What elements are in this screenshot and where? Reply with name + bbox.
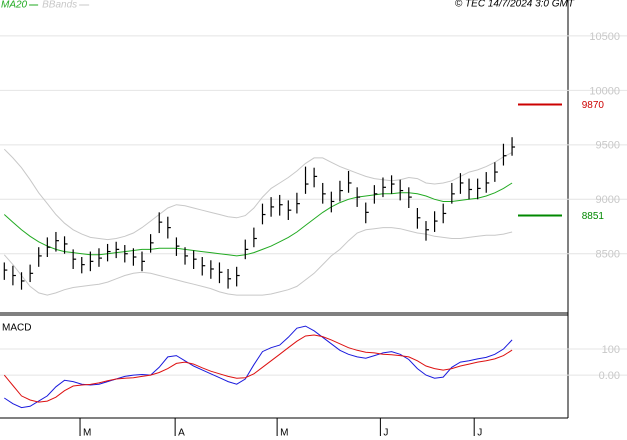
x-tick-label: A xyxy=(178,428,185,439)
y-tick-label: 10000 xyxy=(589,85,620,97)
ma20-line xyxy=(3,182,513,257)
y-tick-label: 0.00 xyxy=(599,370,620,382)
macd-title: MACD xyxy=(2,323,31,334)
y-tick-label: 9000 xyxy=(596,194,620,206)
level-label: 8851 xyxy=(582,211,605,222)
x-tick-label: J xyxy=(477,428,482,439)
bband-lower xyxy=(3,227,513,296)
x-tick-label: M xyxy=(280,428,288,439)
y-tick-label: 100 xyxy=(602,344,620,356)
macd-line xyxy=(3,334,513,403)
legend-bbands: BBands xyxy=(42,0,77,11)
level-label: 9870 xyxy=(582,100,605,111)
bband-upper xyxy=(3,148,513,241)
x-tick-label: J xyxy=(383,428,388,439)
y-tick-label: 10500 xyxy=(589,31,620,43)
legend-ma20: MA20 xyxy=(1,0,28,11)
y-tick-label: 9500 xyxy=(596,140,620,152)
y-tick-label: 8500 xyxy=(596,249,620,261)
copyright: © TEC 14/7/2024 3:0 GMT xyxy=(455,0,575,10)
x-tick-label: M xyxy=(83,428,91,439)
